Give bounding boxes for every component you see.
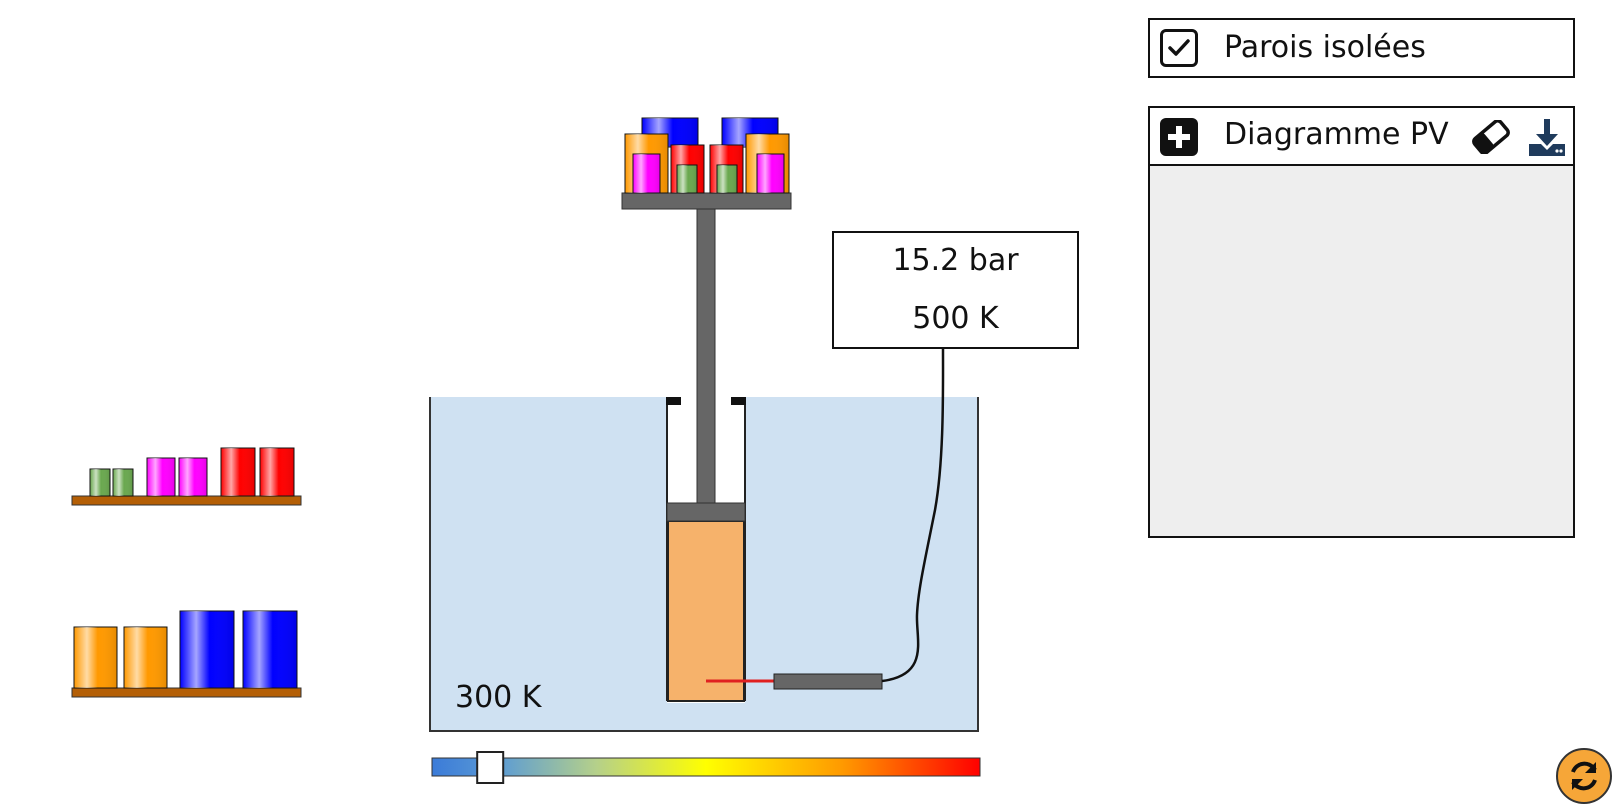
- weights-shelf-large: [71, 687, 302, 698]
- piston[interactable]: [621, 192, 792, 522]
- download-icon: [1529, 119, 1565, 156]
- shelf-weights-small[interactable]: [89, 447, 295, 497]
- check-icon: [1168, 39, 1190, 56]
- clear-diagram-button[interactable]: [1470, 118, 1512, 156]
- eraser-icon: [1472, 120, 1510, 154]
- weights-shelf-small: [71, 495, 302, 506]
- pv-diagram-header: Diagramme PV: [1150, 108, 1573, 166]
- gauge-display: 15.2 bar 500 K: [832, 231, 1079, 349]
- pv-diagram-expand-button[interactable]: [1160, 118, 1198, 156]
- gas-volume: [667, 520, 745, 702]
- pressure-readout: 15.2 bar: [892, 243, 1019, 278]
- insulated-walls-panel: Parois isolées: [1148, 18, 1575, 78]
- insulated-walls-checkbox[interactable]: [1160, 29, 1198, 67]
- bath-temperature-label: 300 K: [455, 680, 542, 715]
- piston-weights[interactable]: [624, 117, 790, 194]
- heater-slider-thumb: [476, 751, 505, 784]
- sensor-probe: [706, 347, 945, 690]
- restart-icon: [1571, 761, 1597, 791]
- cylinder-stop-left: [666, 397, 681, 405]
- pv-diagram-title: Diagramme PV: [1224, 117, 1449, 152]
- cylinder-stop-right: [731, 397, 746, 405]
- insulated-walls-label: Parois isolées: [1224, 30, 1426, 65]
- restart-button[interactable]: [1556, 748, 1612, 804]
- plus-square-icon: [1160, 118, 1198, 156]
- sensor-cable: [881, 347, 945, 683]
- pv-diagram-plot-area[interactable]: [1150, 166, 1573, 536]
- temperature-readout: 500 K: [912, 301, 999, 336]
- pv-diagram-panel: Diagramme PV: [1148, 106, 1575, 538]
- piston-platform: [621, 192, 792, 210]
- download-button[interactable]: [1526, 116, 1568, 158]
- heater-slider-track: [431, 757, 981, 777]
- shelf-weights-large[interactable]: [73, 610, 298, 689]
- heater-slider[interactable]: [431, 751, 981, 784]
